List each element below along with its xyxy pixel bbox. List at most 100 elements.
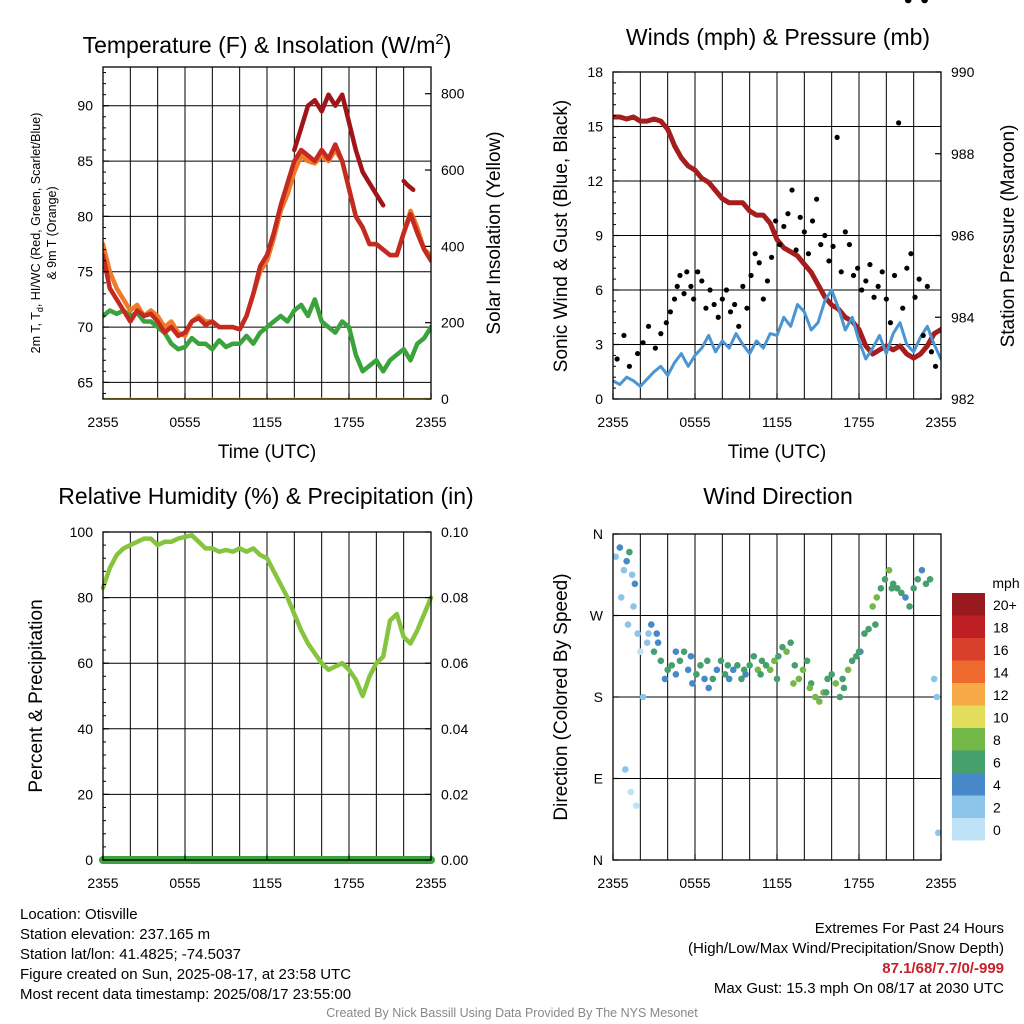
direction-point (787, 639, 794, 646)
series-line-dewpoint (103, 297, 431, 374)
series-line-rh (100, 533, 434, 699)
temperature-x-ticks: 2355 0555 1155 1755 2355 (87, 393, 447, 430)
gust-point (896, 120, 902, 126)
y-tick-label: 65 (77, 374, 93, 390)
direction-point (783, 648, 790, 656)
legend-label: 8 (993, 732, 1001, 748)
direction-point (680, 648, 688, 656)
direction-point (672, 648, 680, 656)
winds-x-ticks: 2355 0555 1155 1755 2355 (597, 393, 957, 430)
x-tick-label: 2355 (415, 875, 446, 891)
direction-point (762, 662, 770, 669)
gust-point (920, 332, 926, 339)
gust-point (688, 283, 694, 289)
direction-point (910, 585, 917, 592)
legend-label: 0 (993, 822, 1001, 838)
direction-point (872, 621, 879, 628)
temperature-grid (103, 67, 431, 399)
direction-point (697, 662, 704, 669)
legend-label: 10 (993, 710, 1009, 726)
wind-direction-panel: Wind Direction 2355 0555 1155 1755 2355 N E S W… (551, 0, 1020, 891)
gust-point (822, 232, 828, 239)
x-tick-label: 0555 (679, 414, 710, 430)
gust-point (916, 276, 922, 282)
direction-point (746, 662, 753, 669)
winds-right-y-ticks: 982 984 986 988 990 (935, 64, 975, 407)
y-right-tick-label: 988 (951, 146, 975, 162)
y-tick-label: 70 (77, 319, 93, 335)
y-tick-label: 0 (85, 852, 93, 868)
direction-point (628, 571, 636, 579)
wind-direction-x-ticks: 2355 0555 1155 1755 2355 (597, 854, 957, 891)
gust-point (797, 214, 803, 220)
humidity-y-axis-label: Percent & Precipitation (26, 599, 47, 792)
gust-point (640, 340, 646, 346)
direction-point (654, 639, 662, 646)
wind-direction-y-ticks: N E S W N (590, 526, 619, 868)
direction-point (676, 657, 684, 665)
gust-point (711, 301, 717, 308)
gust-point (740, 283, 746, 289)
figure-created: Figure created on Sun, 2025-08-17, at 23… (20, 966, 352, 983)
y-right-tick-label: 600 (441, 162, 465, 178)
direction-point (758, 657, 766, 665)
direction-point (855, 648, 863, 656)
direction-point (738, 675, 745, 683)
station-info: Location: Otisville Station elevation: 2… (20, 905, 351, 1005)
y-tick-label: 40 (77, 721, 93, 737)
direction-point (724, 662, 732, 669)
series-line-heat_index (401, 178, 416, 193)
gust-point (887, 320, 894, 326)
gust-point (723, 287, 730, 293)
gust-point (635, 350, 641, 357)
direction-point (839, 675, 846, 683)
gust-point (626, 363, 633, 369)
direction-point (904, 0, 912, 4)
gust-point (846, 241, 853, 248)
humidity-chart-title: Relative Humidity (%) & Precipitation (i… (58, 483, 473, 509)
y-tick-label: N (593, 526, 603, 542)
direction-point (926, 575, 934, 583)
x-tick-label: 1155 (252, 875, 282, 891)
winds-x-axis-label: Time (UTC) (728, 442, 827, 463)
direction-point (918, 566, 926, 574)
legend-swatch (952, 615, 985, 638)
gust-point (695, 269, 701, 275)
direction-point (688, 680, 696, 687)
y-right-tick-label: 984 (951, 309, 975, 325)
y-tick-label: 20 (77, 786, 93, 802)
x-tick-label: 0555 (679, 875, 710, 891)
gust-point (715, 314, 721, 320)
legend-label: 14 (993, 665, 1009, 681)
gust-point (674, 283, 680, 289)
legend-label: 20+ (993, 597, 1017, 613)
direction-point (721, 671, 729, 678)
direction-point (861, 630, 868, 637)
winds-y-axis-label: Sonic Wind & Gust (Blue, Black) (551, 100, 572, 372)
direction-point (799, 666, 807, 674)
legend-label: 6 (993, 755, 1001, 771)
legend-swatch (952, 818, 985, 841)
direction-point (791, 662, 799, 669)
y-tick-label: 0 (595, 391, 603, 407)
direction-point (795, 675, 803, 683)
direction-point (713, 666, 721, 674)
direction-point (637, 648, 644, 656)
gust-point (801, 229, 807, 235)
y-right-tick-label: 0.04 (441, 721, 468, 737)
solar-y-axis-label: Solar Insolation (Yellow) (484, 131, 505, 334)
y-right-tick-label: 0 (441, 391, 449, 407)
direction-point (653, 630, 661, 637)
x-tick-label: 2355 (87, 875, 118, 891)
direction-point (617, 594, 625, 601)
direction-point (822, 689, 830, 696)
gust-point (748, 272, 754, 279)
gust-point (681, 291, 687, 297)
y-tick-label: 6 (595, 282, 603, 298)
gust-point (703, 305, 709, 311)
y-right-tick-label: 982 (951, 391, 975, 407)
gust-point (768, 254, 775, 260)
gust-point (764, 278, 771, 284)
direction-point (616, 544, 624, 551)
direction-point (816, 698, 823, 705)
